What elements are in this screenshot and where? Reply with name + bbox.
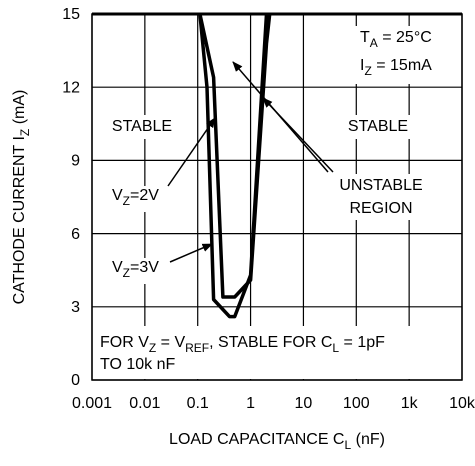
annotation: REGION: [349, 200, 412, 217]
x-tick-label: 0.001: [72, 395, 112, 412]
subscript: A: [370, 36, 378, 50]
text-part: UNSTABLE: [339, 177, 422, 194]
annotation: TO 10k nF: [100, 356, 176, 373]
label-bg: [100, 115, 185, 139]
y-tick-label: 0: [71, 372, 80, 389]
line-series: [198, 13, 272, 299]
text-part: I: [360, 57, 364, 74]
x-tick-label: 10k: [449, 395, 475, 412]
y-axis-label: CATHODE CURRENT IZ (mA): [11, 90, 32, 305]
subscript: Z: [123, 194, 130, 208]
arrow: [262, 97, 334, 173]
subscript: Z: [149, 341, 156, 355]
x-tick-label: 100: [343, 395, 370, 412]
text-part: = 15mA: [372, 57, 432, 74]
subscript: Z: [18, 129, 32, 136]
line-series: [198, 13, 269, 319]
subscript: REF: [185, 341, 209, 355]
marks: [92, 12, 462, 379]
y-tick-label: 12: [62, 79, 80, 96]
annotation: IZ = 15mA: [360, 57, 432, 78]
arrow: [167, 117, 216, 187]
text-part: =3V: [130, 259, 159, 276]
annotation: FOR VZ = VREF, STABLE FOR CL = 1pF: [100, 334, 385, 355]
subscript: Z: [364, 64, 371, 78]
y-tick-label: 6: [71, 226, 80, 243]
label-bg: [350, 26, 455, 84]
text-part: (nF): [351, 431, 385, 448]
label-bg: [325, 174, 435, 220]
y-tick-label: 9: [71, 153, 80, 170]
y-tick-label: 15: [62, 6, 80, 23]
subscript: L: [344, 438, 351, 452]
x-axis-label: LOAD CAPACITANCE CL (nF): [169, 431, 385, 452]
subscript: Z: [123, 266, 130, 280]
text-part: V: [112, 187, 123, 204]
label-bg: [108, 258, 174, 284]
subscript: L: [332, 341, 339, 355]
legend-entry: VZ=3V: [112, 259, 159, 280]
text-part: STABLE: [112, 118, 172, 135]
text-part: = 25°C: [378, 29, 432, 46]
x-tick-label: 0.1: [187, 395, 209, 412]
note-box: [93, 326, 461, 379]
text-part: LOAD CAPACITANCE C: [169, 431, 344, 448]
label-bg: [335, 115, 420, 139]
text-part: = V: [156, 334, 185, 351]
text-part: (mA): [11, 90, 28, 129]
annotation: TA = 25°C: [360, 29, 432, 50]
x-tick-label: 1: [246, 395, 255, 412]
text-part: , STABLE FOR C: [209, 334, 332, 351]
annotation: STABLE: [348, 118, 408, 135]
text-part: STABLE: [348, 118, 408, 135]
annotation: UNSTABLE: [339, 177, 422, 194]
y-tick-label: 3: [71, 299, 80, 316]
text-part: =2V: [130, 187, 159, 204]
text-part: REGION: [349, 200, 412, 217]
text-part: T: [360, 29, 370, 46]
legend-entry: VZ=2V: [112, 187, 159, 208]
x-tick-label: 0.01: [129, 395, 160, 412]
text-part: FOR V: [100, 334, 149, 351]
text-part: = 1pF: [339, 334, 385, 351]
x-tick-label: 1k: [401, 395, 419, 412]
x-tick-label: 10: [295, 395, 313, 412]
text-part: CATHODE CURRENT I: [11, 136, 28, 304]
annotation: STABLE: [112, 118, 172, 135]
text-part: V: [112, 259, 123, 276]
arrow: [169, 243, 213, 263]
text-part: TO 10k nF: [100, 356, 176, 373]
label-bg: [108, 186, 174, 212]
